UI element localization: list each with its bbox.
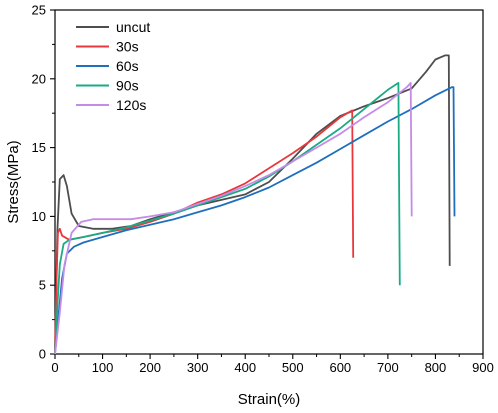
x-tick-label: 800 [425, 360, 447, 375]
series-layer [54, 54, 456, 355]
x-axis-title: Strain(%) [238, 391, 301, 408]
series-line-90s [54, 82, 401, 355]
x-tick-label: 0 [51, 360, 58, 375]
x-tick-label: 400 [234, 360, 256, 375]
series-line-30s [54, 109, 355, 355]
x-tick-label: 300 [187, 360, 209, 375]
legend-label: uncut [116, 19, 150, 35]
legend-label: 90s [116, 78, 139, 94]
y-tick-label: 20 [32, 71, 46, 86]
y-tick-label: 15 [32, 140, 46, 155]
legend-label: 60s [116, 58, 139, 74]
y-tick-label: 10 [32, 209, 46, 224]
y-tick-label: 0 [39, 347, 46, 362]
x-tick-label: 600 [329, 360, 351, 375]
x-tick-label: 200 [139, 360, 161, 375]
x-tick-label: 700 [377, 360, 399, 375]
legend: uncut 30s 60s 90s 120s [76, 19, 150, 113]
series-line-60s [54, 86, 456, 355]
series-line-uncut [54, 54, 451, 355]
y-axis-title: Stress(MPa) [5, 140, 22, 223]
x-tick-label: 500 [282, 360, 304, 375]
legend-label: 30s [116, 39, 139, 55]
x-tick-label: 100 [92, 360, 114, 375]
y-tick-label: 25 [32, 3, 46, 18]
x-tick-label: 900 [472, 360, 494, 375]
axis-ticks: 0 100 200 300 400 500 600 700 800 900 0 5 10 15 20 25 [32, 3, 494, 376]
legend-label: 120s [116, 97, 146, 113]
series-line-120s [54, 82, 413, 355]
y-tick-label: 5 [39, 278, 46, 293]
